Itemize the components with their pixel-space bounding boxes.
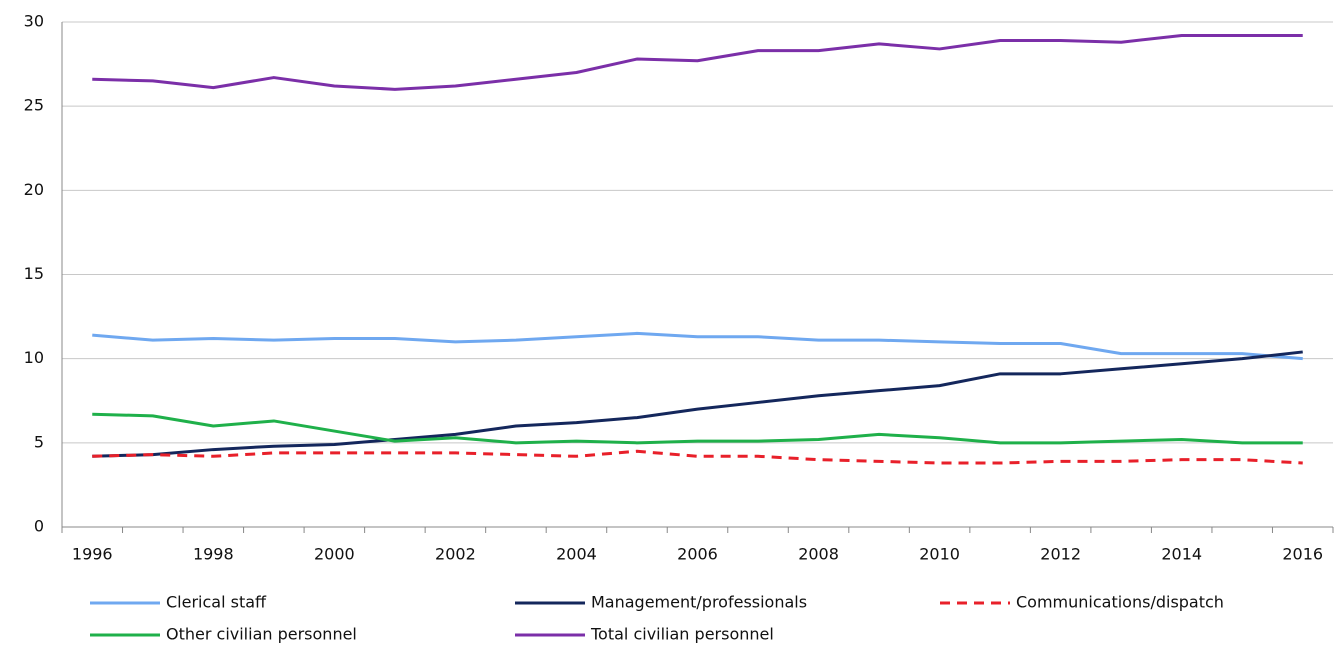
x-tick-label: 2006: [677, 545, 718, 564]
y-tick-label: 0: [34, 517, 44, 536]
line-series: [92, 331, 1303, 361]
legend-label: Management/professionals: [591, 593, 807, 612]
y-tick-label: 20: [24, 180, 44, 199]
y-tick-label: 25: [24, 96, 44, 115]
legend-label: Total civilian personnel: [590, 625, 774, 644]
line-series: [92, 33, 1303, 91]
x-tick-label: 2000: [314, 545, 355, 564]
x-tick-label: 2016: [1282, 545, 1323, 564]
legend-label: Communications/dispatch: [1016, 593, 1224, 612]
legend-label: Other civilian personnel: [166, 625, 357, 644]
x-tick-label: 1998: [193, 545, 234, 564]
legend-label: Clerical staff: [166, 593, 267, 612]
y-tick-label: 15: [24, 264, 44, 283]
x-tick-label: 2002: [435, 545, 476, 564]
y-tick-label: 10: [24, 348, 44, 367]
line-series: [92, 449, 1303, 465]
line-series: [92, 412, 1303, 445]
x-tick-label: 2012: [1040, 545, 1081, 564]
line-series: [92, 350, 1303, 458]
x-tick-label: 2008: [798, 545, 839, 564]
y-tick-label: 30: [24, 12, 44, 31]
y-tick-label: 5: [34, 432, 44, 451]
x-tick-label: 2004: [556, 545, 597, 564]
x-tick-label: 1996: [72, 545, 113, 564]
x-tick-label: 2010: [919, 545, 960, 564]
x-tick-label: 2014: [1161, 545, 1202, 564]
